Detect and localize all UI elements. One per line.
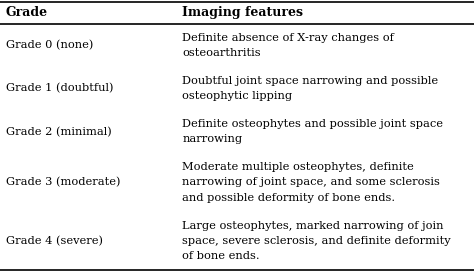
Text: Moderate multiple osteophytes, definite: Moderate multiple osteophytes, definite [182,162,414,172]
Text: Grade 3 (moderate): Grade 3 (moderate) [6,177,120,188]
Text: Definite absence of X-ray changes of: Definite absence of X-ray changes of [182,33,394,43]
Text: Grade 1 (doubtful): Grade 1 (doubtful) [6,83,113,94]
Text: Grade: Grade [6,6,48,19]
Text: narrowing: narrowing [182,134,243,144]
Text: of bone ends.: of bone ends. [182,251,260,261]
Text: Doubtful joint space narrowing and possible: Doubtful joint space narrowing and possi… [182,76,438,86]
Text: osteoarthritis: osteoarthritis [182,48,261,58]
Text: Definite osteophytes and possible joint space: Definite osteophytes and possible joint … [182,119,444,129]
Text: Grade 0 (none): Grade 0 (none) [6,40,93,50]
Text: and possible deformity of bone ends.: and possible deformity of bone ends. [182,193,396,203]
Text: Grade 4 (severe): Grade 4 (severe) [6,236,103,246]
Text: Grade 2 (minimal): Grade 2 (minimal) [6,126,111,137]
Text: Imaging features: Imaging features [182,6,303,19]
Text: Large osteophytes, marked narrowing of join: Large osteophytes, marked narrowing of j… [182,221,444,231]
Text: osteophytic lipping: osteophytic lipping [182,91,292,101]
Text: space, severe sclerosis, and definite deformity: space, severe sclerosis, and definite de… [182,236,451,246]
Text: narrowing of joint space, and some sclerosis: narrowing of joint space, and some scler… [182,177,440,187]
